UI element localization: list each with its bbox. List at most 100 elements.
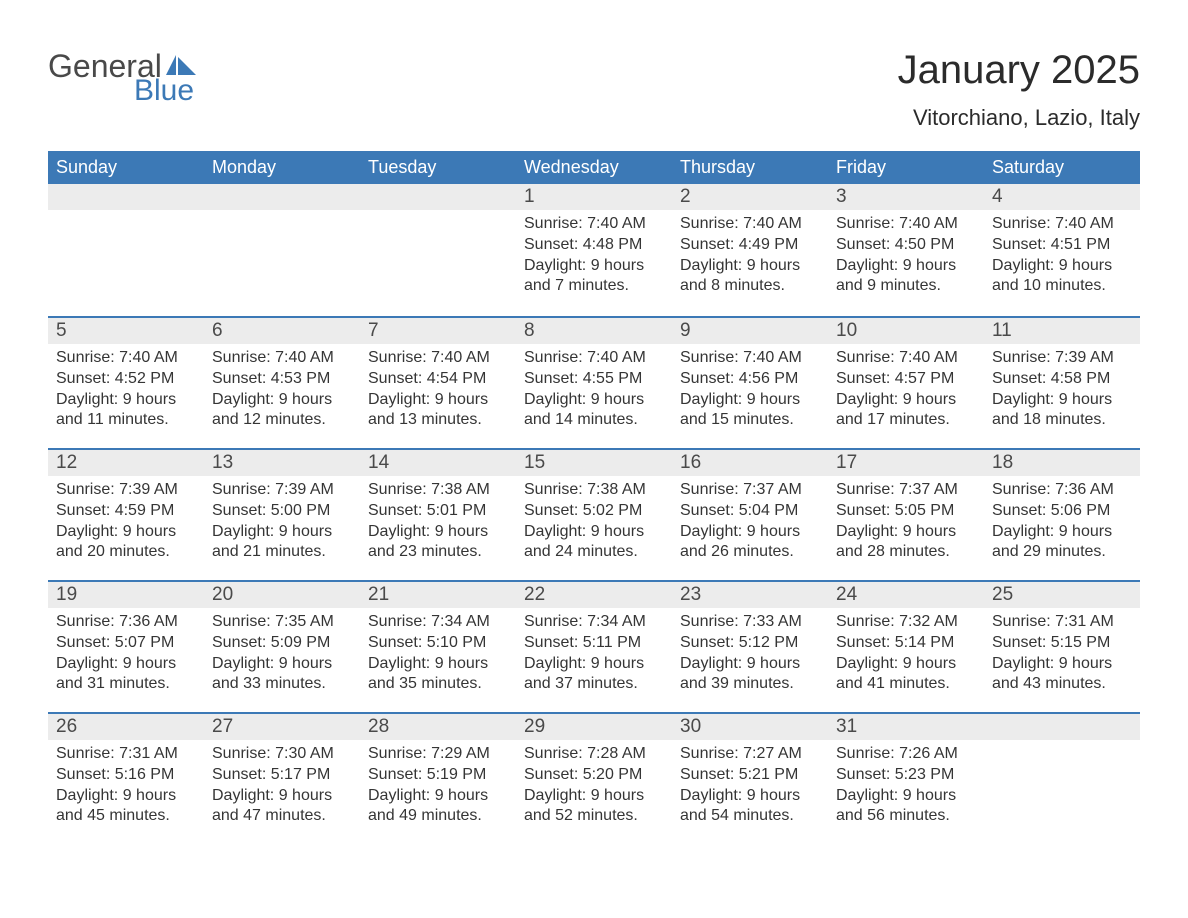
day-info-line: Sunset: 4:49 PM xyxy=(680,235,820,256)
day-info-line: Sunset: 4:48 PM xyxy=(524,235,664,256)
day-body: Sunrise: 7:40 AMSunset: 4:51 PMDaylight:… xyxy=(984,210,1140,313)
day-header-sunday: Sunday xyxy=(48,151,204,184)
day-body: Sunrise: 7:40 AMSunset: 4:57 PMDaylight:… xyxy=(828,344,984,447)
day-number: 18 xyxy=(984,450,1140,476)
calendar-day: 3Sunrise: 7:40 AMSunset: 4:50 PMDaylight… xyxy=(828,184,984,316)
calendar-day: 24Sunrise: 7:32 AMSunset: 5:14 PMDayligh… xyxy=(828,582,984,712)
day-number: 5 xyxy=(48,318,204,344)
day-body: Sunrise: 7:39 AMSunset: 5:00 PMDaylight:… xyxy=(204,476,360,579)
day-number: 4 xyxy=(984,184,1140,210)
day-info-line: Sunrise: 7:34 AM xyxy=(368,612,508,633)
day-info-line: Sunrise: 7:40 AM xyxy=(992,214,1132,235)
calendar-day: 26Sunrise: 7:31 AMSunset: 5:16 PMDayligh… xyxy=(48,714,204,844)
day-info-line: Sunset: 5:20 PM xyxy=(524,765,664,786)
calendar: Sunday Monday Tuesday Wednesday Thursday… xyxy=(48,151,1140,844)
day-body: Sunrise: 7:32 AMSunset: 5:14 PMDaylight:… xyxy=(828,608,984,711)
calendar-day: 13Sunrise: 7:39 AMSunset: 5:00 PMDayligh… xyxy=(204,450,360,580)
day-info-line: Sunrise: 7:35 AM xyxy=(212,612,352,633)
day-info-line: Daylight: 9 hours and 23 minutes. xyxy=(368,522,508,564)
day-info-line: Sunrise: 7:40 AM xyxy=(212,348,352,369)
day-info-line: Sunrise: 7:40 AM xyxy=(680,214,820,235)
calendar-day xyxy=(48,184,204,316)
day-body xyxy=(204,210,360,230)
day-number: 22 xyxy=(516,582,672,608)
day-number: 19 xyxy=(48,582,204,608)
title-block: January 2025 Vitorchiano, Lazio, Italy xyxy=(898,48,1140,131)
day-info-line: Daylight: 9 hours and 39 minutes. xyxy=(680,654,820,696)
day-info-line: Daylight: 9 hours and 17 minutes. xyxy=(836,390,976,432)
day-info-line: Sunrise: 7:40 AM xyxy=(56,348,196,369)
day-info-line: Sunset: 5:10 PM xyxy=(368,633,508,654)
day-info-line: Daylight: 9 hours and 33 minutes. xyxy=(212,654,352,696)
day-number: 11 xyxy=(984,318,1140,344)
day-body: Sunrise: 7:34 AMSunset: 5:10 PMDaylight:… xyxy=(360,608,516,711)
day-body: Sunrise: 7:38 AMSunset: 5:02 PMDaylight:… xyxy=(516,476,672,579)
day-info-line: Sunrise: 7:40 AM xyxy=(836,348,976,369)
day-info-line: Sunset: 4:58 PM xyxy=(992,369,1132,390)
day-info-line: Sunset: 5:23 PM xyxy=(836,765,976,786)
day-info-line: Sunrise: 7:32 AM xyxy=(836,612,976,633)
day-info-line: Daylight: 9 hours and 31 minutes. xyxy=(56,654,196,696)
day-info-line: Daylight: 9 hours and 18 minutes. xyxy=(992,390,1132,432)
calendar-week: 5Sunrise: 7:40 AMSunset: 4:52 PMDaylight… xyxy=(48,316,1140,448)
day-info-line: Daylight: 9 hours and 15 minutes. xyxy=(680,390,820,432)
calendar-header-row: Sunday Monday Tuesday Wednesday Thursday… xyxy=(48,151,1140,184)
day-header-saturday: Saturday xyxy=(984,151,1140,184)
day-info-line: Sunrise: 7:39 AM xyxy=(212,480,352,501)
calendar-day: 14Sunrise: 7:38 AMSunset: 5:01 PMDayligh… xyxy=(360,450,516,580)
brand-logo: General Blue xyxy=(48,48,196,106)
day-info-line: Sunrise: 7:39 AM xyxy=(992,348,1132,369)
location-subtitle: Vitorchiano, Lazio, Italy xyxy=(898,105,1140,131)
day-body: Sunrise: 7:37 AMSunset: 5:04 PMDaylight:… xyxy=(672,476,828,579)
day-body: Sunrise: 7:27 AMSunset: 5:21 PMDaylight:… xyxy=(672,740,828,843)
day-info-line: Sunset: 5:11 PM xyxy=(524,633,664,654)
day-body: Sunrise: 7:29 AMSunset: 5:19 PMDaylight:… xyxy=(360,740,516,843)
day-body: Sunrise: 7:31 AMSunset: 5:15 PMDaylight:… xyxy=(984,608,1140,711)
day-number: 14 xyxy=(360,450,516,476)
day-info-line: Daylight: 9 hours and 21 minutes. xyxy=(212,522,352,564)
calendar-week: 26Sunrise: 7:31 AMSunset: 5:16 PMDayligh… xyxy=(48,712,1140,844)
day-info-line: Sunrise: 7:27 AM xyxy=(680,744,820,765)
day-info-line: Sunrise: 7:29 AM xyxy=(368,744,508,765)
day-info-line: Sunset: 5:05 PM xyxy=(836,501,976,522)
calendar-day: 28Sunrise: 7:29 AMSunset: 5:19 PMDayligh… xyxy=(360,714,516,844)
day-body: Sunrise: 7:30 AMSunset: 5:17 PMDaylight:… xyxy=(204,740,360,843)
calendar-day: 19Sunrise: 7:36 AMSunset: 5:07 PMDayligh… xyxy=(48,582,204,712)
calendar-day: 18Sunrise: 7:36 AMSunset: 5:06 PMDayligh… xyxy=(984,450,1140,580)
day-number xyxy=(48,184,204,210)
day-header-tuesday: Tuesday xyxy=(360,151,516,184)
day-info-line: Daylight: 9 hours and 8 minutes. xyxy=(680,256,820,298)
day-info-line: Sunrise: 7:39 AM xyxy=(56,480,196,501)
day-body: Sunrise: 7:36 AMSunset: 5:06 PMDaylight:… xyxy=(984,476,1140,579)
calendar-day: 30Sunrise: 7:27 AMSunset: 5:21 PMDayligh… xyxy=(672,714,828,844)
day-info-line: Daylight: 9 hours and 45 minutes. xyxy=(56,786,196,828)
day-number: 17 xyxy=(828,450,984,476)
day-info-line: Sunset: 4:52 PM xyxy=(56,369,196,390)
day-header-monday: Monday xyxy=(204,151,360,184)
day-info-line: Sunrise: 7:37 AM xyxy=(836,480,976,501)
calendar-day: 23Sunrise: 7:33 AMSunset: 5:12 PMDayligh… xyxy=(672,582,828,712)
day-number: 9 xyxy=(672,318,828,344)
calendar-week: 1Sunrise: 7:40 AMSunset: 4:48 PMDaylight… xyxy=(48,184,1140,316)
day-info-line: Daylight: 9 hours and 37 minutes. xyxy=(524,654,664,696)
day-info-line: Sunset: 4:56 PM xyxy=(680,369,820,390)
day-number: 21 xyxy=(360,582,516,608)
calendar-day: 16Sunrise: 7:37 AMSunset: 5:04 PMDayligh… xyxy=(672,450,828,580)
calendar-week: 12Sunrise: 7:39 AMSunset: 4:59 PMDayligh… xyxy=(48,448,1140,580)
day-info-line: Sunset: 5:16 PM xyxy=(56,765,196,786)
day-body: Sunrise: 7:31 AMSunset: 5:16 PMDaylight:… xyxy=(48,740,204,843)
day-info-line: Sunrise: 7:40 AM xyxy=(368,348,508,369)
day-body: Sunrise: 7:39 AMSunset: 4:59 PMDaylight:… xyxy=(48,476,204,579)
day-info-line: Daylight: 9 hours and 35 minutes. xyxy=(368,654,508,696)
day-number xyxy=(204,184,360,210)
day-body: Sunrise: 7:40 AMSunset: 4:56 PMDaylight:… xyxy=(672,344,828,447)
day-body: Sunrise: 7:33 AMSunset: 5:12 PMDaylight:… xyxy=(672,608,828,711)
day-info-line: Daylight: 9 hours and 41 minutes. xyxy=(836,654,976,696)
day-number xyxy=(984,714,1140,740)
day-number: 1 xyxy=(516,184,672,210)
calendar-day: 2Sunrise: 7:40 AMSunset: 4:49 PMDaylight… xyxy=(672,184,828,316)
calendar-day: 17Sunrise: 7:37 AMSunset: 5:05 PMDayligh… xyxy=(828,450,984,580)
calendar-day: 21Sunrise: 7:34 AMSunset: 5:10 PMDayligh… xyxy=(360,582,516,712)
day-info-line: Daylight: 9 hours and 7 minutes. xyxy=(524,256,664,298)
day-info-line: Sunset: 5:09 PM xyxy=(212,633,352,654)
